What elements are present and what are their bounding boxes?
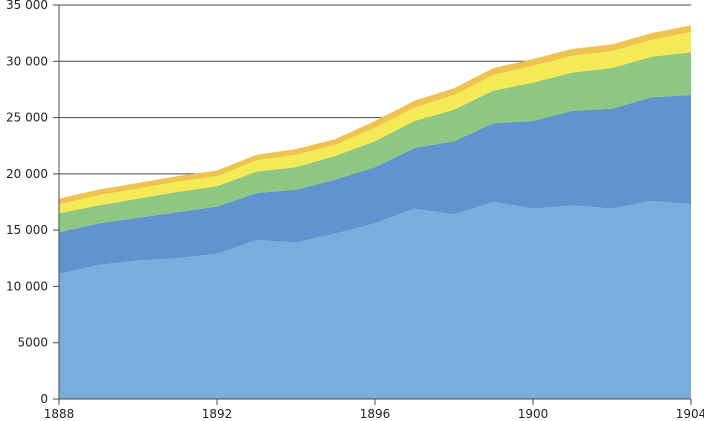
y-tick-label: 35 000 [6, 0, 48, 12]
area-series [59, 25, 691, 399]
area-series-5 [59, 25, 691, 205]
x-tick-label: 1896 [360, 407, 391, 421]
x-tick-label: 1900 [518, 407, 549, 421]
area-series-1 [59, 200, 691, 399]
y-tick-label: 0 [40, 392, 48, 406]
y-tick-label: 30 000 [6, 54, 48, 68]
x-tick-label: 1892 [202, 407, 233, 421]
x-tick-label: 1888 [44, 407, 75, 421]
x-axis-ticks: 1888 1892 1896 1900 1904 [44, 399, 704, 421]
y-tick-label: 20 000 [6, 167, 48, 181]
y-tick-label: 15 000 [6, 223, 48, 237]
area-series-3 [59, 52, 691, 233]
y-tick-label: 5000 [17, 336, 48, 350]
x-tick-label: 1904 [676, 407, 704, 421]
area-series-2 [59, 95, 691, 275]
y-tick-label: 25 000 [6, 111, 48, 125]
y-tick-label: 10 000 [6, 279, 48, 293]
area-series-4 [59, 32, 691, 214]
y-axis-ticks: 0 5000 10 000 15 000 20 000 25 000 30 000 35 00… [6, 0, 59, 406]
